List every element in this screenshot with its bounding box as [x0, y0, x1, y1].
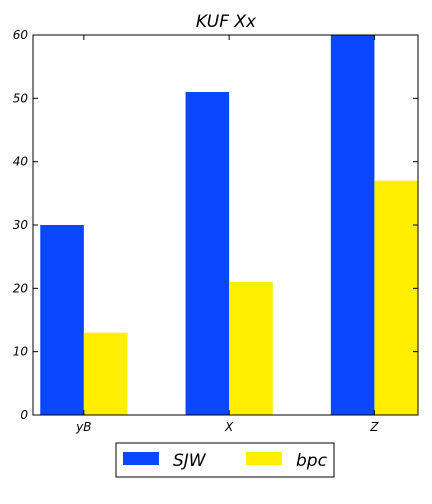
- legend-swatch-sjw: [123, 452, 159, 465]
- chart-title: KUF Xx: [196, 12, 257, 32]
- bar-bpc-yb: [83, 332, 128, 415]
- y-tick-label: 50: [13, 91, 29, 105]
- bar-sjw-x: [185, 92, 230, 415]
- bar-sjw-yb: [40, 225, 84, 415]
- y-tick-label: 20: [13, 281, 29, 295]
- y-tick-label: 40: [13, 155, 29, 169]
- bar-bpc-z: [374, 180, 418, 415]
- legend-swatch-bpc: [246, 452, 282, 465]
- x-tick-label: X: [224, 420, 234, 434]
- x-tick-label: Z: [369, 420, 379, 434]
- legend-label-bpc: bpc: [296, 451, 328, 471]
- x-tick-label: yB: [75, 420, 91, 434]
- y-tick-label: 60: [13, 28, 29, 42]
- legend-label-sjw: SJW: [173, 451, 207, 471]
- bar-bpc-x: [229, 282, 273, 415]
- y-tick-label: 30: [13, 218, 29, 232]
- bar-sjw-z: [330, 35, 375, 415]
- legend: SJW bpc: [115, 442, 335, 478]
- y-tick-label: 0: [20, 408, 28, 422]
- bar-group: [40, 35, 418, 415]
- axes: 0 10 20 30 40 50 60 yB X Z: [13, 28, 418, 434]
- y-tick-label: 10: [13, 345, 29, 359]
